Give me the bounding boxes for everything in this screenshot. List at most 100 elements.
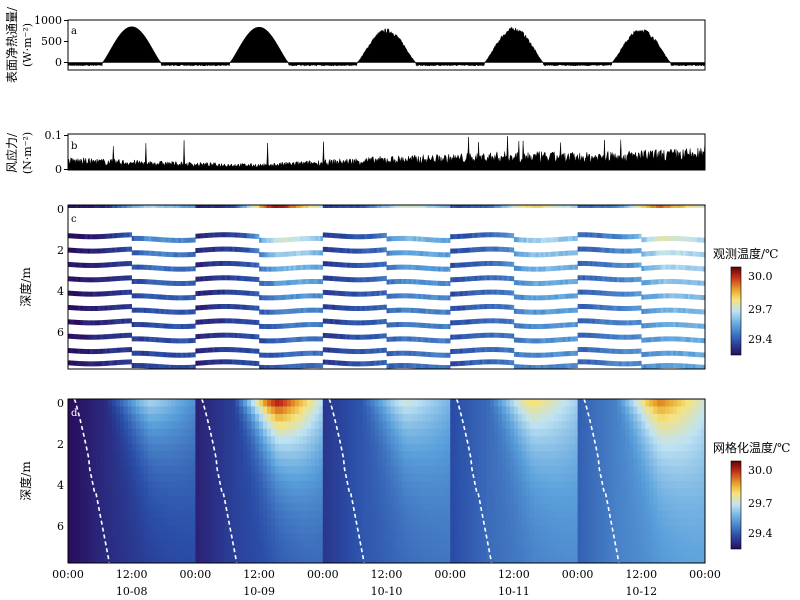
gridded-cell [294,458,300,467]
gridded-cell [79,466,85,475]
gridded-cell [107,525,113,534]
gridded-cell [255,406,260,415]
gridded-cell [235,436,240,445]
gridded-cell [251,540,256,549]
gridded-cell [68,466,73,475]
gridded-cell [434,495,439,504]
gridded-cell [267,555,272,563]
gridded-cell [83,540,89,549]
gridded-cell [223,458,228,467]
gridded-cell [302,540,308,549]
gridded-cell [71,466,77,475]
gridded-cell [183,451,189,460]
gridded-cell [223,413,228,422]
gridded-cell [103,443,109,452]
gridded-cell [123,473,129,482]
gridded-cell [231,451,236,460]
gridded-cell [99,555,105,563]
ytick-b-0: 0.1 [45,129,63,142]
gridded-cell [163,540,169,549]
gridded-cell [354,399,360,408]
gridded-cell [406,525,411,534]
gridded-cell [386,458,392,467]
gridded-cell [370,495,376,504]
gridded-cell [203,555,208,563]
gridded-cell [207,436,212,445]
gridded-cell [83,428,89,437]
gridded-cell [322,458,328,467]
gridded-cell [223,428,228,437]
gridded-cell [163,443,169,452]
gridded-cell [386,525,392,534]
gridded-cell [330,533,336,542]
gridded-cell [310,510,316,519]
gridded-cell [263,488,268,497]
gridded-cell [207,421,212,430]
gridded-cell [354,428,360,437]
panel-b: b 0.1 0 风应力/ (N·m⁻²) [4,129,706,176]
gridded-cell [302,510,308,519]
gridded-cell [298,428,304,437]
gridded-cell [131,451,137,460]
gridded-cell [434,428,439,437]
gridded-cell [406,540,411,549]
gridded-cell [290,473,296,482]
gridded-cell [75,473,81,482]
gridded-cell [334,495,340,504]
gridded-cell [219,503,224,512]
gridded-cell [275,495,280,504]
gridded-cell [227,495,232,504]
gridded-cell [263,540,268,549]
gridded-cell [99,421,105,430]
gridded-cell [223,540,228,549]
gridded-cell [187,421,193,430]
gridded-cell [294,540,300,549]
gridded-cell [203,548,208,557]
gridded-cell [163,421,169,430]
gridded-cell [167,458,173,467]
gridded-cell [99,451,105,460]
gridded-cell [127,503,133,512]
gridded-cell [259,548,264,557]
gridded-cell [99,548,105,557]
gridded-cell [410,481,415,490]
gridded-cell [275,443,280,452]
gridded-cell [243,473,248,482]
gridded-cell [286,399,292,408]
gridded-cell [195,510,200,519]
gridded-cell [183,399,189,408]
gridded-cell [382,540,388,549]
gridded-cell [306,451,312,460]
gridded-cell [366,481,372,490]
gridded-cell [151,458,157,467]
gridded-cell [386,510,392,519]
gridded-cell [422,503,427,512]
gridded-cell [446,428,451,437]
gridded-cell [446,399,451,408]
gridded-cell [406,533,411,542]
gridded-cell [243,451,248,460]
gridded-cell [279,428,284,437]
gridded-cell [271,488,276,497]
gridded-cell [422,436,427,445]
gridded-cell [107,428,113,437]
gridded-cell [362,533,368,542]
gridded-cell [334,436,340,445]
gridded-cell [103,510,109,519]
gridded-cell [426,428,431,437]
gridded-cell [418,406,423,415]
gridded-cell [115,436,121,445]
gridded-cell [378,481,384,490]
gridded-cell [147,406,153,415]
gridded-cell [338,488,344,497]
gridded-cell [358,473,364,482]
gridded-cell [207,406,212,415]
gridded-cell [243,421,248,430]
gridded-cell [123,458,129,467]
gridded-cell [442,555,447,563]
gridded-cell [322,406,328,415]
gridded-cell [131,495,137,504]
gridded-cell [251,458,256,467]
gridded-cell [119,495,125,504]
gridded-cell [263,555,268,563]
